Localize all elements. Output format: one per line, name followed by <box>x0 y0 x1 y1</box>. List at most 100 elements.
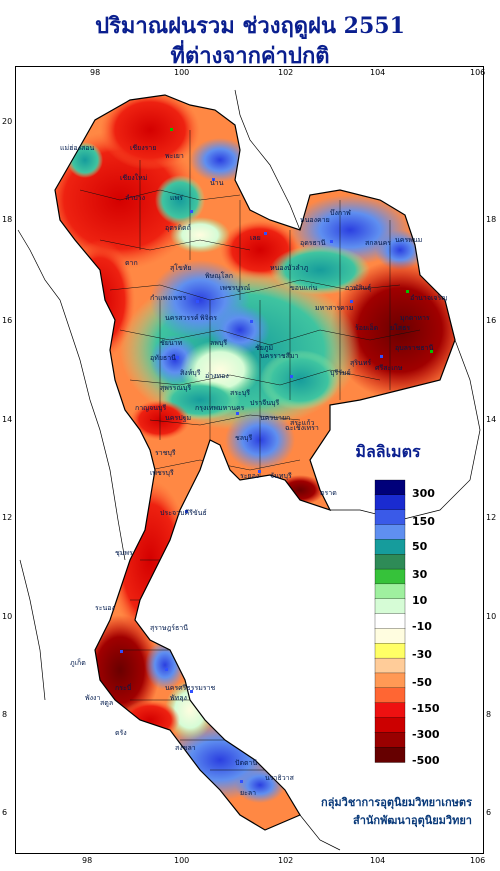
province-label: พัทลุง <box>170 694 187 702</box>
lon-tick-top: 106 <box>470 68 486 77</box>
map-title: ปริมาณฝนรวม ช่วงฤดูฝน 2551 <box>95 13 405 39</box>
province-label: นครปฐม <box>165 414 191 422</box>
province-label: สุพรรณบุรี <box>160 384 191 392</box>
province-label: ชุมพร <box>115 549 133 557</box>
lat-tick-left: 14 <box>2 415 13 424</box>
province-label: สระแก้ว <box>290 419 315 427</box>
province-label: อุบลราชธานี <box>395 344 434 352</box>
province-label: พิษณุโลก <box>205 271 233 280</box>
province-label: ลำปาง <box>125 194 145 202</box>
province-label: อ่างทอง <box>205 372 229 380</box>
province-label: น่าน <box>210 179 224 187</box>
legend-swatch <box>374 554 406 570</box>
legend-swatch <box>374 568 406 585</box>
map-subtitle: ที่ต่างจากค่าปกติ <box>170 43 330 69</box>
legend-swatch <box>374 687 406 704</box>
province-label: กาญจนบุรี <box>135 404 166 412</box>
province-label: นครราชสีมา <box>260 352 299 360</box>
province-label: ประจวบคีรีขันธ์ <box>160 509 207 517</box>
province-label: หนองคาย <box>300 216 330 224</box>
province-label: พิจิตร <box>200 314 217 322</box>
province-label: ศรีสะเกษ <box>375 364 403 372</box>
province-label: ชัยนาท <box>160 339 183 347</box>
legend-swatch <box>374 657 406 674</box>
lon-tick-top: 104 <box>370 68 386 77</box>
lat-tick-left: 20 <box>2 117 13 126</box>
province-label: สตูล <box>100 699 113 707</box>
lon-tick-top: 100 <box>174 68 190 77</box>
legend-swatch <box>374 702 406 719</box>
province-label: กรุงเทพมหานคร <box>195 404 245 412</box>
lon-tick-top: 102 <box>278 68 294 77</box>
province-label: นครพนม <box>395 236 422 244</box>
neighbour-borders <box>17 89 481 851</box>
legend-label: 10 <box>412 594 428 607</box>
province-label: ขอนแก่น <box>290 284 318 292</box>
legend-swatch <box>374 539 406 555</box>
lon-tick-bottom: 98 <box>82 856 93 865</box>
legend-swatch <box>374 494 406 511</box>
lat-tick-right: 16 <box>486 316 497 325</box>
province-label: นราธิวาส <box>265 774 295 782</box>
province-label: เชียงราย <box>130 144 156 152</box>
province-label: นครสวรรค์ <box>165 314 199 322</box>
legend-swatch <box>374 672 406 689</box>
lat-tick-right: 8 <box>486 710 492 719</box>
province-label: เพชรบูรณ์ <box>220 284 251 292</box>
lat-tick-left: 6 <box>2 808 8 817</box>
legend-swatch <box>374 509 406 526</box>
legend-swatch <box>374 524 406 541</box>
province-label: กาฬสินธุ์ <box>345 284 371 292</box>
province-label: แพร่ <box>170 194 183 202</box>
province-label: อุดรธานี <box>300 239 326 247</box>
province-label: ปราจีนบุรี <box>250 399 279 407</box>
province-label: ปัตตานี <box>235 759 257 767</box>
province-label: ราชบุรี <box>155 449 176 457</box>
province-label: ชัยภูมิ <box>255 344 273 352</box>
legend-unit: มิลลิเมตร <box>355 442 421 461</box>
lon-tick-top: 98 <box>90 68 101 77</box>
province-label: สุราษฎร์ธานี <box>150 624 188 632</box>
credit-line-2: สำนักพัฒนาอุตุนิยมวิทยา <box>353 814 472 827</box>
legend-swatch <box>374 747 406 763</box>
province-label: กำแพงเพชร <box>150 294 186 302</box>
province-label: เชียงใหม่ <box>120 173 147 182</box>
legend-label: 50 <box>412 540 428 553</box>
province-label: สุรินทร์ <box>350 359 371 367</box>
lat-tick-right: 6 <box>486 808 492 817</box>
lon-tick-bottom: 104 <box>370 856 386 865</box>
legend-swatch <box>374 717 406 733</box>
province-label: ยโสธร <box>390 323 410 332</box>
province-label: กระบี่ <box>115 683 131 692</box>
province-label: หนองบัวลำภู <box>270 264 309 272</box>
legend-swatch <box>374 598 406 615</box>
legend-label: 300 <box>412 487 435 500</box>
province-label: ตราด <box>320 489 337 497</box>
lat-tick-left: 18 <box>2 215 13 224</box>
lat-tick-left: 16 <box>2 316 13 325</box>
province-label: จันทบุรี <box>270 472 292 480</box>
province-label: ลพบุรี <box>210 339 227 347</box>
province-label: ยะลา <box>240 789 256 797</box>
legend-label: -50 <box>412 676 432 689</box>
province-label: พะเยา <box>165 152 184 160</box>
lat-tick-left: 10 <box>2 612 13 621</box>
province-label: สระบุรี <box>230 389 250 397</box>
legend-label: -10 <box>412 620 432 633</box>
lon-tick-bottom: 106 <box>470 856 486 865</box>
province-label: ตรัง <box>115 729 127 737</box>
province-label: เพชรบุรี <box>150 469 174 477</box>
legend-swatch <box>374 613 406 630</box>
lat-tick-right: 10 <box>486 612 497 621</box>
province-label: อุตรดิตถ์ <box>165 224 191 232</box>
lon-tick-bottom: 100 <box>174 856 190 865</box>
legend-label: -150 <box>412 702 440 715</box>
legend-label: -300 <box>412 728 440 741</box>
province-label: อำนาจเจริญ <box>410 294 447 302</box>
province-label: บึงกาฬ <box>330 208 351 217</box>
province-label: เลย <box>250 234 261 242</box>
station-points <box>120 128 433 783</box>
province-label: ระยอง <box>240 472 259 480</box>
